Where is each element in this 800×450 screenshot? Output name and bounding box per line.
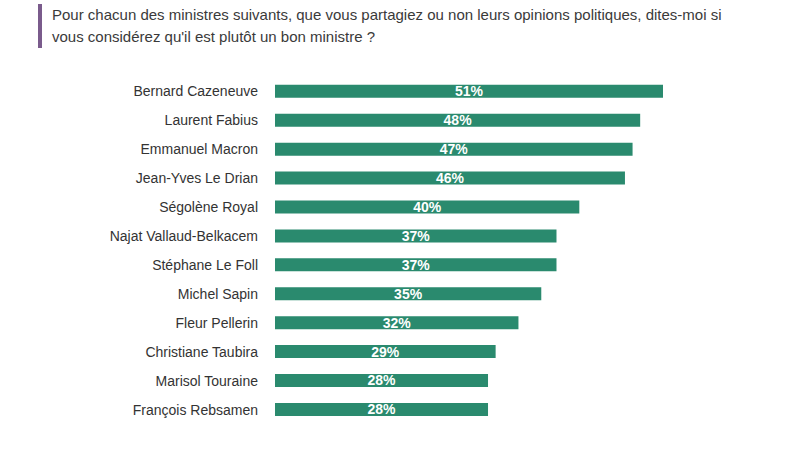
svg-text:Bernard Cazeneuve: Bernard Cazeneuve — [133, 83, 258, 99]
svg-text:Fleur Pellerin: Fleur Pellerin — [176, 315, 258, 331]
svg-text:47%: 47% — [440, 141, 469, 157]
svg-text:46%: 46% — [436, 170, 465, 186]
svg-text:Ségolène Royal: Ségolène Royal — [159, 199, 258, 215]
svg-text:37%: 37% — [402, 228, 431, 244]
svg-text:29%: 29% — [371, 344, 400, 360]
svg-text:Stéphane Le Foll: Stéphane Le Foll — [152, 257, 258, 273]
svg-text:François Rebsamen: François Rebsamen — [133, 402, 258, 418]
svg-text:Emmanuel Macron: Emmanuel Macron — [141, 141, 259, 157]
svg-text:Laurent Fabius: Laurent Fabius — [165, 112, 258, 128]
svg-text:Christiane Taubira: Christiane Taubira — [145, 344, 258, 360]
svg-text:48%: 48% — [444, 112, 473, 128]
svg-text:Jean-Yves Le Drian: Jean-Yves Le Drian — [136, 170, 258, 186]
svg-text:32%: 32% — [383, 315, 412, 331]
svg-text:37%: 37% — [402, 257, 431, 273]
svg-text:28%: 28% — [367, 401, 396, 417]
svg-text:51%: 51% — [455, 83, 484, 99]
svg-text:Marisol Touraine: Marisol Touraine — [156, 373, 259, 389]
svg-text:Najat Vallaud-Belkacem: Najat Vallaud-Belkacem — [110, 228, 258, 244]
svg-text:28%: 28% — [367, 372, 396, 388]
svg-text:Michel Sapin: Michel Sapin — [178, 286, 258, 302]
svg-text:40%: 40% — [413, 199, 442, 215]
html-text:Pour chacun des ministres suiv: Pour chacun des ministres suivants, que … — [52, 6, 722, 45]
svg-text:35%: 35% — [394, 286, 423, 302]
